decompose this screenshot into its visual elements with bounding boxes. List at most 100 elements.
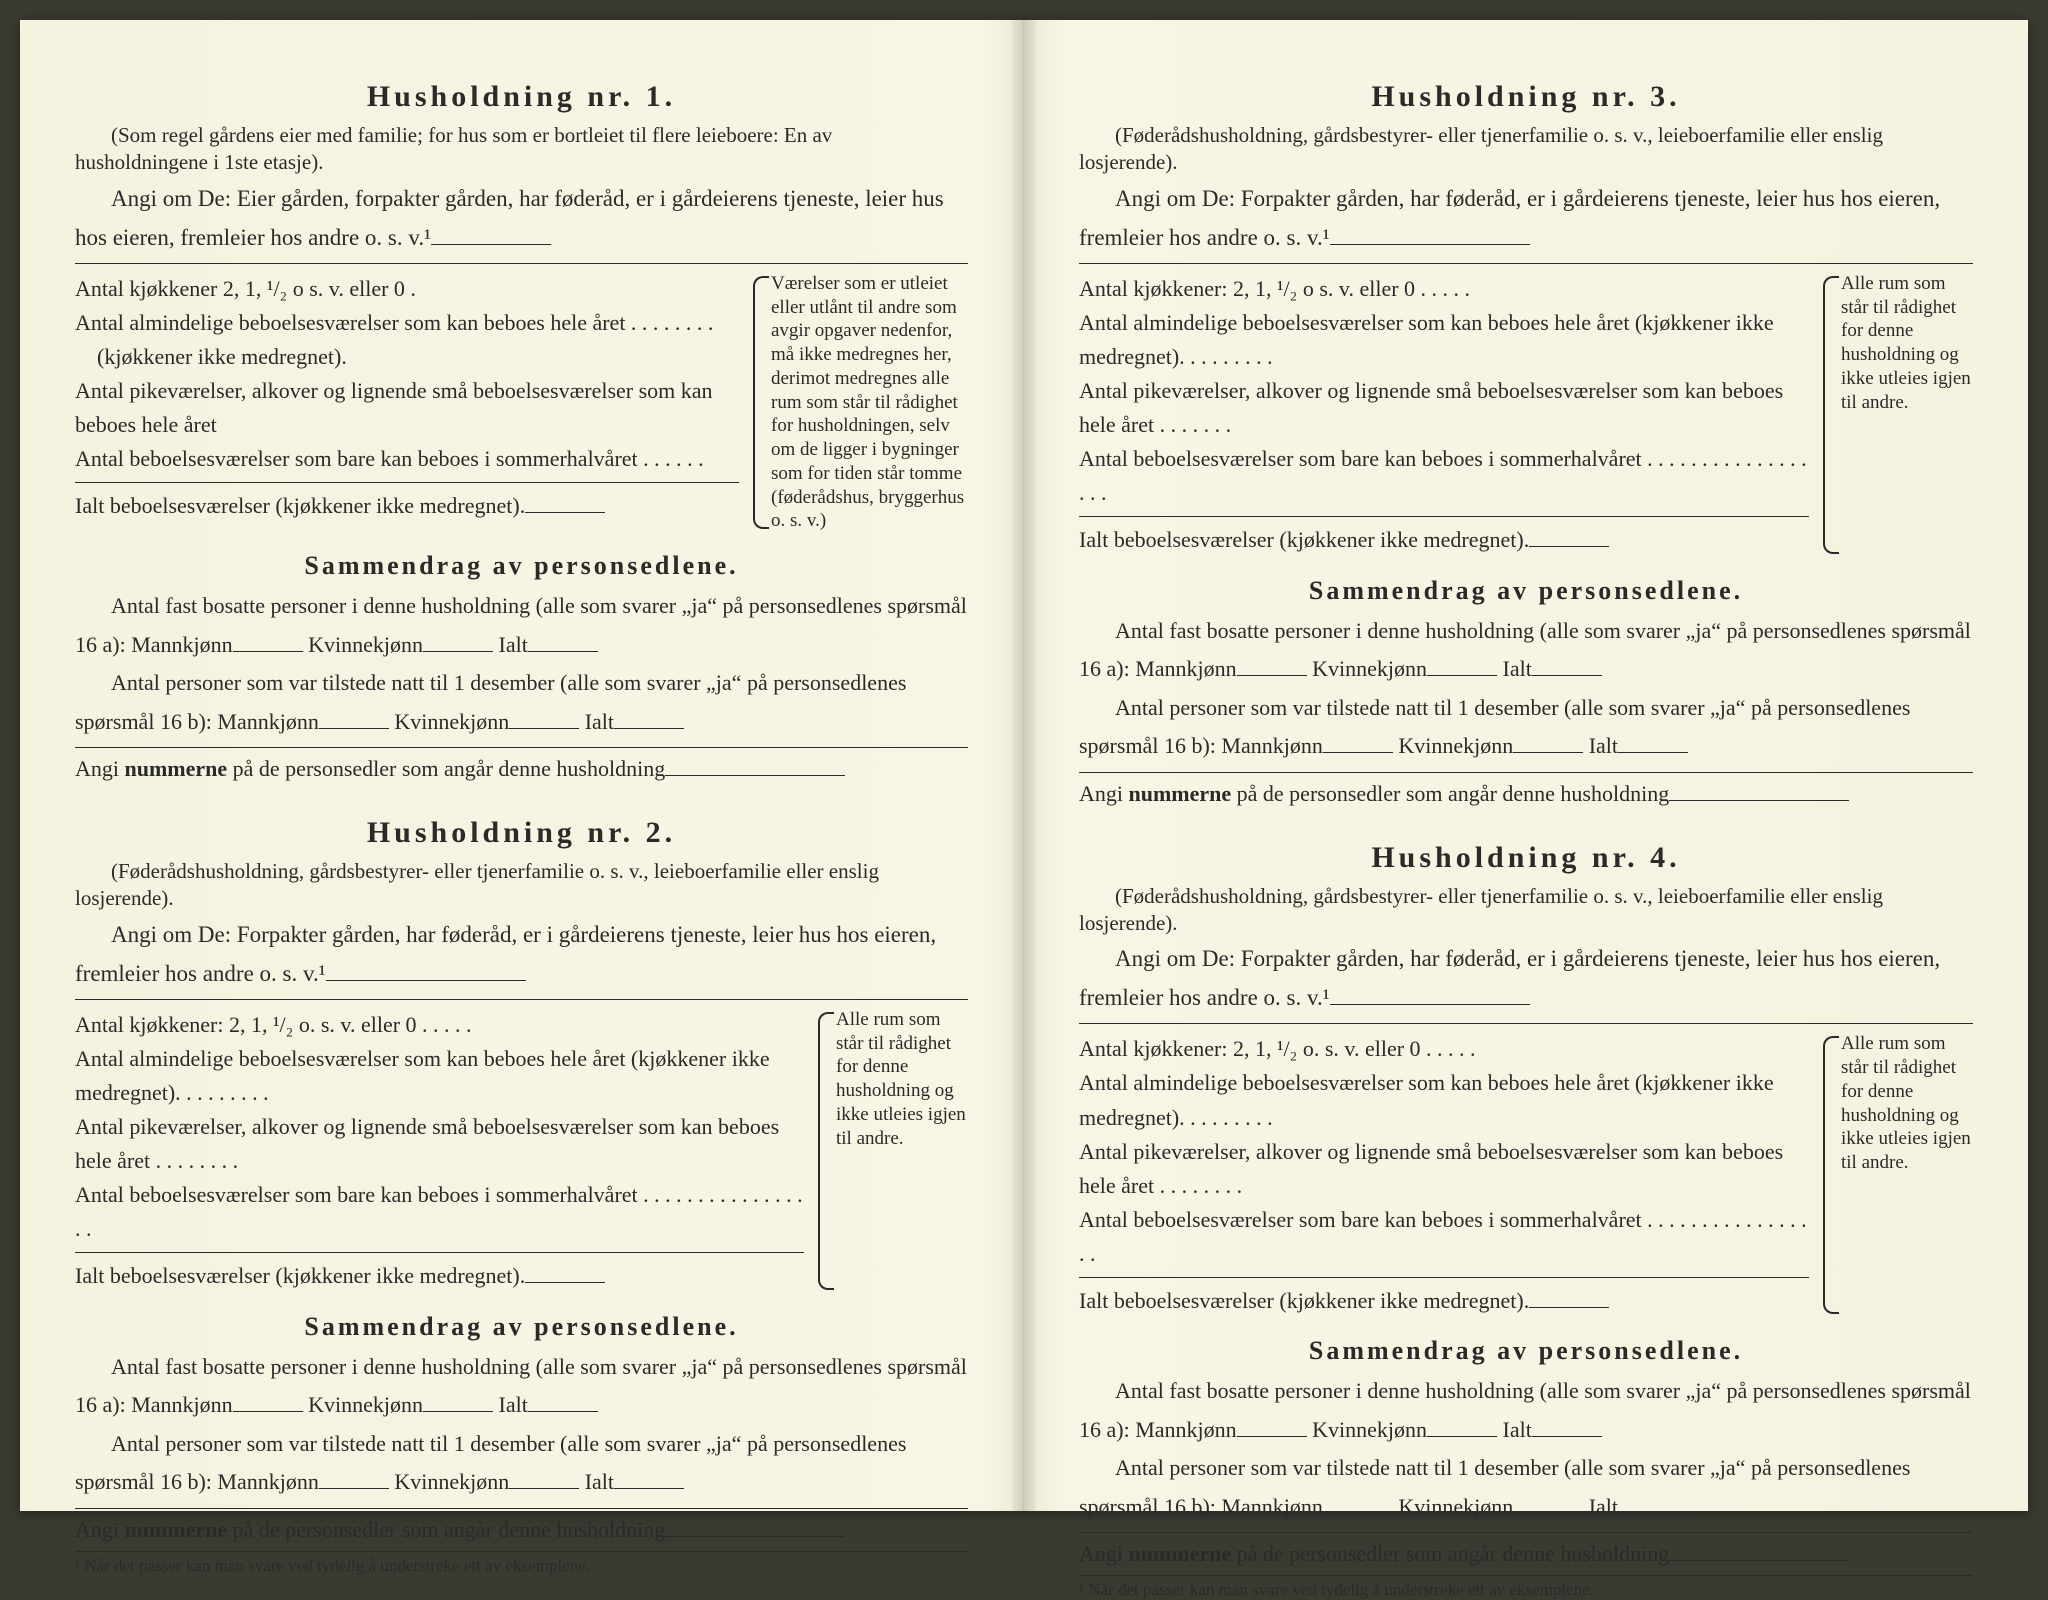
row: Antal beboelsesværelser som bare kan beb…	[1079, 1203, 1809, 1271]
blank-line	[1237, 654, 1307, 676]
blank-line	[509, 707, 579, 729]
summary-heading: Sammendrag av personsedlene.	[1079, 576, 1973, 606]
row: Antal almindelige beboelsesværelser som …	[75, 306, 739, 340]
household-subtitle: (Føderådshusholdning, gårdsbestyrer- ell…	[1079, 883, 1973, 938]
blank-line	[1427, 1415, 1497, 1437]
blank-line	[1427, 654, 1497, 676]
room-rows: Antal kjøkkener 2, 1, ¹/₂ o s. v. eller …	[75, 272, 739, 533]
household-2: Husholdning nr. 2. (Føderådshusholdning,…	[75, 816, 968, 1576]
summary-heading: Sammendrag av personsedlene.	[75, 551, 968, 581]
angi-bold: nummerne	[1129, 781, 1232, 806]
household-title: Husholdning nr. 1.	[75, 80, 968, 114]
row: Antal kjøkkener: 2, 1, ¹/₂ o. s. v. elle…	[1079, 1032, 1809, 1066]
blank-line	[614, 1467, 684, 1489]
angi-bold: nummerne	[125, 1517, 228, 1542]
blank-line	[1330, 222, 1530, 245]
blank-line	[1513, 1492, 1583, 1514]
angi-line: Angi nummerne på de personsedler som ang…	[75, 1508, 968, 1543]
blank-line	[1532, 654, 1602, 676]
summary-16b: Antal personer som var tilstede natt til…	[1079, 689, 1973, 766]
angi-pre: Angi	[75, 1517, 125, 1542]
household-4: Husholdning nr. 4. (Føderådshusholdning,…	[1079, 841, 1973, 1600]
angi-post: på de personsedler som angår denne husho…	[1231, 781, 1669, 806]
paper-document: Husholdning nr. 1. (Som regel gårdens ei…	[20, 20, 2028, 1511]
summary-16a: Antal fast bosatte personer i denne hush…	[75, 1348, 968, 1425]
label-kvinne: Kvinnekjønn	[1312, 656, 1427, 681]
total-text: Ialt beboelsesværelser (kjøkkener ikke m…	[75, 493, 525, 518]
angi-post: på de personsedler som angår denne husho…	[227, 756, 665, 781]
blank-line	[525, 1261, 605, 1283]
household-1: Husholdning nr. 1. (Som regel gårdens ei…	[75, 80, 968, 782]
blank-line	[1330, 982, 1530, 1005]
household-lead: Angi om De: Forpakter gården, har føderå…	[1079, 179, 1973, 257]
summary-heading: Sammendrag av personsedlene.	[1079, 1336, 1973, 1366]
room-table: Antal kjøkkener 2, 1, ¹/₂ o s. v. eller …	[75, 263, 968, 533]
angi-pre: Angi	[1079, 781, 1129, 806]
room-table: Antal kjøkkener: 2, 1, ¹/₂ o. s. v. elle…	[75, 999, 968, 1294]
household-3: Husholdning nr. 3. (Føderådshusholdning,…	[1079, 80, 1973, 807]
row: Antal almindelige beboelsesværelser som …	[1079, 306, 1809, 374]
household-title: Husholdning nr. 2.	[75, 816, 968, 850]
total-text: Ialt beboelsesværelser (kjøkkener ikke m…	[1079, 527, 1529, 552]
label-ialt: Ialt	[499, 632, 528, 657]
angi-bold: nummerne	[125, 756, 228, 781]
angi-post: på de personsedler som angår denne husho…	[1231, 1541, 1669, 1566]
household-subtitle: (Som regel gårdens eier med familie; for…	[75, 122, 968, 177]
right-page: Husholdning nr. 3. (Føderådshusholdning,…	[1024, 20, 2028, 1511]
summary-16b: Antal personer som var tilstede natt til…	[1079, 1449, 1973, 1526]
household-lead: Angi om De: Forpakter gården, har føderå…	[1079, 939, 1973, 1017]
angi-post: på de personsedler som angår denne husho…	[227, 1517, 665, 1542]
label-kvinne: Kvinnekjønn	[308, 632, 423, 657]
blank-line	[1529, 525, 1609, 547]
summary-16b: Antal personer som var tilstede natt til…	[75, 664, 968, 741]
label-kvinne: Kvinnekjønn	[1312, 1417, 1427, 1442]
total-row: Ialt beboelsesværelser (kjøkkener ikke m…	[75, 1252, 804, 1293]
total-row: Ialt beboelsesværelser (kjøkkener ikke m…	[1079, 516, 1809, 557]
label-kvinne: Kvinnekjønn	[1398, 733, 1513, 758]
blank-line	[1669, 1539, 1849, 1561]
left-page: Husholdning nr. 1. (Som regel gårdens ei…	[20, 20, 1024, 1511]
label-kvinne: Kvinnekjønn	[308, 1392, 423, 1417]
household-subtitle: (Føderådshusholdning, gårdsbestyrer- ell…	[75, 858, 968, 913]
household-lead: Angi om De: Forpakter gården, har føderå…	[75, 915, 968, 993]
angi-bold: nummerne	[1129, 1541, 1232, 1566]
blank-line	[423, 1390, 493, 1412]
summary-16a: Antal fast bosatte personer i denne hush…	[1079, 1372, 1973, 1449]
label-ialt: Ialt	[499, 1392, 528, 1417]
angi-line: Angi nummerne på de personsedler som ang…	[1079, 772, 1973, 807]
margin-note: Alle rum som står til rådighet for denne…	[818, 1008, 968, 1294]
row: (kjøkkener ikke medregnet).	[75, 340, 739, 374]
blank-line	[1529, 1286, 1609, 1308]
blank-line	[1237, 1415, 1307, 1437]
row: Antal beboelsesværelser som bare kan beb…	[1079, 442, 1809, 510]
blank-line	[528, 630, 598, 652]
summary-heading: Sammendrag av personsedlene.	[75, 1312, 968, 1342]
label-ialt: Ialt	[1589, 1494, 1618, 1519]
blank-line	[1513, 731, 1583, 753]
label-kvinne: Kvinnekjønn	[394, 1469, 509, 1494]
angi-line: Angi nummerne på de personsedler som ang…	[75, 747, 968, 782]
total-text: Ialt beboelsesværelser (kjøkkener ikke m…	[1079, 1288, 1529, 1313]
row: Antal kjøkkener 2, 1, ¹/₂ o s. v. eller …	[75, 272, 739, 306]
blank-line	[319, 1467, 389, 1489]
label-kvinne: Kvinnekjønn	[394, 709, 509, 734]
blank-line	[233, 1390, 303, 1412]
row: Antal kjøkkener: 2, 1, ¹/₂ o. s. v. elle…	[75, 1008, 804, 1042]
blank-line	[614, 707, 684, 729]
blank-line	[326, 958, 526, 981]
label-ialt: Ialt	[1589, 733, 1618, 758]
household-subtitle: (Føderådshusholdning, gårdsbestyrer- ell…	[1079, 122, 1973, 177]
label-kvinne: Kvinnekjønn	[1398, 1494, 1513, 1519]
angi-pre: Angi	[1079, 1541, 1129, 1566]
blank-line	[319, 707, 389, 729]
summary-16a: Antal fast bosatte personer i denne hush…	[1079, 612, 1973, 689]
label-ialt: Ialt	[585, 709, 614, 734]
household-title: Husholdning nr. 3.	[1079, 80, 1973, 114]
angi-line: Angi nummerne på de personsedler som ang…	[1079, 1532, 1973, 1567]
summary-16a: Antal fast bosatte personer i denne hush…	[75, 587, 968, 664]
blank-line	[528, 1390, 598, 1412]
footnote: ¹ Når det passer kan man svare ved tydel…	[1079, 1575, 1973, 1600]
label-ialt: Ialt	[1503, 1417, 1532, 1442]
blank-line	[665, 1515, 845, 1537]
row: Antal pikeværelser, alkover og lignende …	[75, 1110, 804, 1178]
